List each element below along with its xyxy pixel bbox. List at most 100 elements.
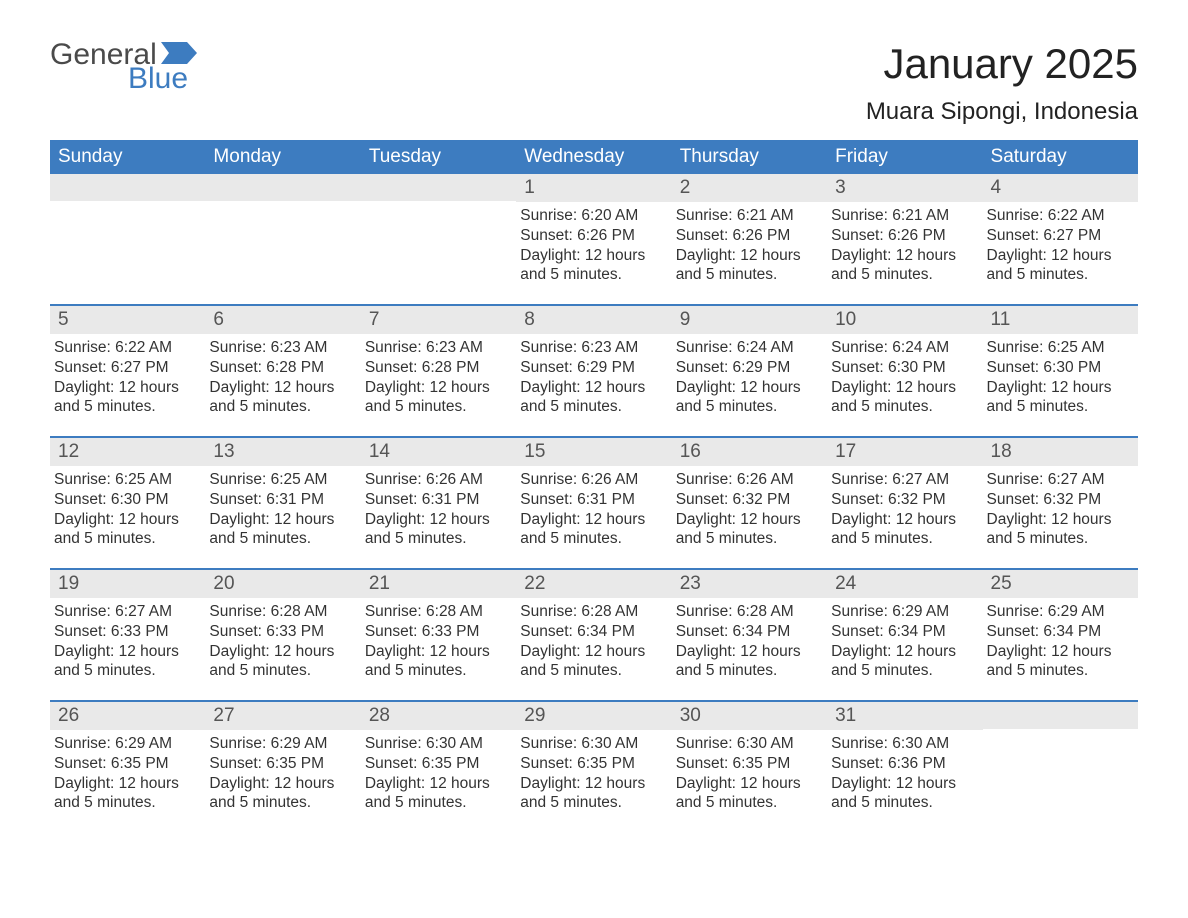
sunset-line: Sunset: 6:29 PM [676, 358, 821, 378]
sunset-line: Sunset: 6:35 PM [676, 754, 821, 774]
day-details: Sunrise: 6:25 AMSunset: 6:30 PMDaylight:… [50, 466, 205, 559]
day-number: 22 [516, 570, 671, 598]
daylight-line: Daylight: 12 hours and 5 minutes. [365, 378, 510, 418]
weekday-header: Tuesday [361, 140, 516, 174]
day-cell: 4Sunrise: 6:22 AMSunset: 6:27 PMDaylight… [983, 174, 1138, 304]
day-details: Sunrise: 6:29 AMSunset: 6:34 PMDaylight:… [827, 598, 982, 691]
day-cell: 18Sunrise: 6:27 AMSunset: 6:32 PMDayligh… [983, 438, 1138, 568]
day-details: Sunrise: 6:20 AMSunset: 6:26 PMDaylight:… [516, 202, 671, 295]
day-number: 31 [827, 702, 982, 730]
day-cell: 8Sunrise: 6:23 AMSunset: 6:29 PMDaylight… [516, 306, 671, 436]
day-details: Sunrise: 6:30 AMSunset: 6:35 PMDaylight:… [672, 730, 827, 823]
day-cell [983, 702, 1138, 832]
day-number: 24 [827, 570, 982, 598]
sunset-line: Sunset: 6:32 PM [676, 490, 821, 510]
day-cell: 10Sunrise: 6:24 AMSunset: 6:30 PMDayligh… [827, 306, 982, 436]
day-number: 26 [50, 702, 205, 730]
day-number: 11 [983, 306, 1138, 334]
day-details: Sunrise: 6:28 AMSunset: 6:34 PMDaylight:… [516, 598, 671, 691]
day-number: 29 [516, 702, 671, 730]
daylight-line: Daylight: 12 hours and 5 minutes. [831, 378, 976, 418]
sunrise-line: Sunrise: 6:25 AM [987, 338, 1132, 358]
day-details: Sunrise: 6:24 AMSunset: 6:29 PMDaylight:… [672, 334, 827, 427]
day-number: 7 [361, 306, 516, 334]
sunset-line: Sunset: 6:35 PM [54, 754, 199, 774]
day-details: Sunrise: 6:23 AMSunset: 6:28 PMDaylight:… [361, 334, 516, 427]
day-number: 19 [50, 570, 205, 598]
weekday-header: Saturday [983, 140, 1138, 174]
sunset-line: Sunset: 6:34 PM [676, 622, 821, 642]
week-row: 12Sunrise: 6:25 AMSunset: 6:30 PMDayligh… [50, 436, 1138, 568]
sunset-line: Sunset: 6:30 PM [54, 490, 199, 510]
sunrise-line: Sunrise: 6:28 AM [209, 602, 354, 622]
day-cell: 1Sunrise: 6:20 AMSunset: 6:26 PMDaylight… [516, 174, 671, 304]
week-row: 5Sunrise: 6:22 AMSunset: 6:27 PMDaylight… [50, 304, 1138, 436]
day-number: 28 [361, 702, 516, 730]
weekday-header: Wednesday [516, 140, 671, 174]
day-number: 30 [672, 702, 827, 730]
day-number: 8 [516, 306, 671, 334]
sunrise-line: Sunrise: 6:22 AM [987, 206, 1132, 226]
day-cell: 3Sunrise: 6:21 AMSunset: 6:26 PMDaylight… [827, 174, 982, 304]
daylight-line: Daylight: 12 hours and 5 minutes. [987, 246, 1132, 286]
sunset-line: Sunset: 6:28 PM [365, 358, 510, 378]
sunrise-line: Sunrise: 6:26 AM [676, 470, 821, 490]
daylight-line: Daylight: 12 hours and 5 minutes. [520, 774, 665, 814]
sunrise-line: Sunrise: 6:21 AM [676, 206, 821, 226]
daylight-line: Daylight: 12 hours and 5 minutes. [676, 642, 821, 682]
logo: General Blue [50, 40, 197, 94]
daylight-line: Daylight: 12 hours and 5 minutes. [987, 378, 1132, 418]
location: Muara Sipongi, Indonesia [866, 98, 1138, 126]
daylight-line: Daylight: 12 hours and 5 minutes. [54, 642, 199, 682]
daylight-line: Daylight: 12 hours and 5 minutes. [520, 246, 665, 286]
day-cell: 27Sunrise: 6:29 AMSunset: 6:35 PMDayligh… [205, 702, 360, 832]
day-cell: 22Sunrise: 6:28 AMSunset: 6:34 PMDayligh… [516, 570, 671, 700]
sunset-line: Sunset: 6:29 PM [520, 358, 665, 378]
day-cell: 5Sunrise: 6:22 AMSunset: 6:27 PMDaylight… [50, 306, 205, 436]
daylight-line: Daylight: 12 hours and 5 minutes. [209, 642, 354, 682]
day-details: Sunrise: 6:27 AMSunset: 6:32 PMDaylight:… [983, 466, 1138, 559]
sunset-line: Sunset: 6:35 PM [365, 754, 510, 774]
sunrise-line: Sunrise: 6:21 AM [831, 206, 976, 226]
day-details: Sunrise: 6:21 AMSunset: 6:26 PMDaylight:… [827, 202, 982, 295]
day-cell: 12Sunrise: 6:25 AMSunset: 6:30 PMDayligh… [50, 438, 205, 568]
day-details: Sunrise: 6:26 AMSunset: 6:31 PMDaylight:… [516, 466, 671, 559]
day-cell: 21Sunrise: 6:28 AMSunset: 6:33 PMDayligh… [361, 570, 516, 700]
daylight-line: Daylight: 12 hours and 5 minutes. [365, 510, 510, 550]
sunrise-line: Sunrise: 6:24 AM [676, 338, 821, 358]
day-details: Sunrise: 6:29 AMSunset: 6:35 PMDaylight:… [205, 730, 360, 823]
day-number: 4 [983, 174, 1138, 202]
week-row: 1Sunrise: 6:20 AMSunset: 6:26 PMDaylight… [50, 174, 1138, 304]
sunset-line: Sunset: 6:33 PM [365, 622, 510, 642]
sunrise-line: Sunrise: 6:24 AM [831, 338, 976, 358]
sunset-line: Sunset: 6:34 PM [987, 622, 1132, 642]
sunrise-line: Sunrise: 6:30 AM [520, 734, 665, 754]
daylight-line: Daylight: 12 hours and 5 minutes. [365, 774, 510, 814]
sunrise-line: Sunrise: 6:28 AM [365, 602, 510, 622]
day-details: Sunrise: 6:26 AMSunset: 6:31 PMDaylight:… [361, 466, 516, 559]
day-number: 5 [50, 306, 205, 334]
weekday-header: Friday [827, 140, 982, 174]
daylight-line: Daylight: 12 hours and 5 minutes. [676, 510, 821, 550]
weekday-header: Thursday [672, 140, 827, 174]
day-details: Sunrise: 6:21 AMSunset: 6:26 PMDaylight:… [672, 202, 827, 295]
daylight-line: Daylight: 12 hours and 5 minutes. [987, 510, 1132, 550]
daylight-line: Daylight: 12 hours and 5 minutes. [54, 510, 199, 550]
day-number [983, 702, 1138, 729]
sunset-line: Sunset: 6:32 PM [831, 490, 976, 510]
day-number: 10 [827, 306, 982, 334]
sunrise-line: Sunrise: 6:20 AM [520, 206, 665, 226]
sunset-line: Sunset: 6:31 PM [365, 490, 510, 510]
day-number [205, 174, 360, 201]
week-row: 19 Sunrise: 6:27 AM Sunset: 6:33 PM Dayligh… [50, 568, 1138, 700]
day-details: Sunrise: 6:29 AMSunset: 6:35 PMDaylight:… [50, 730, 205, 823]
day-cell: 30Sunrise: 6:30 AMSunset: 6:35 PMDayligh… [672, 702, 827, 832]
sunset-line: Sunset: 6:34 PM [520, 622, 665, 642]
day-details: Sunrise: 6:28 AMSunset: 6:33 PMDaylight:… [205, 598, 360, 691]
day-cell: 7Sunrise: 6:23 AMSunset: 6:28 PMDaylight… [361, 306, 516, 436]
title-block: January 2025 Muara Sipongi, Indonesia [866, 40, 1138, 126]
sunrise-line: Sunrise: 6:27 AM [54, 602, 199, 622]
sunrise-line: Sunrise: 6:29 AM [54, 734, 199, 754]
day-details: Sunrise: 6:24 AMSunset: 6:30 PMDaylight:… [827, 334, 982, 427]
daylight-line: Daylight: 12 hours and 5 minutes. [54, 378, 199, 418]
